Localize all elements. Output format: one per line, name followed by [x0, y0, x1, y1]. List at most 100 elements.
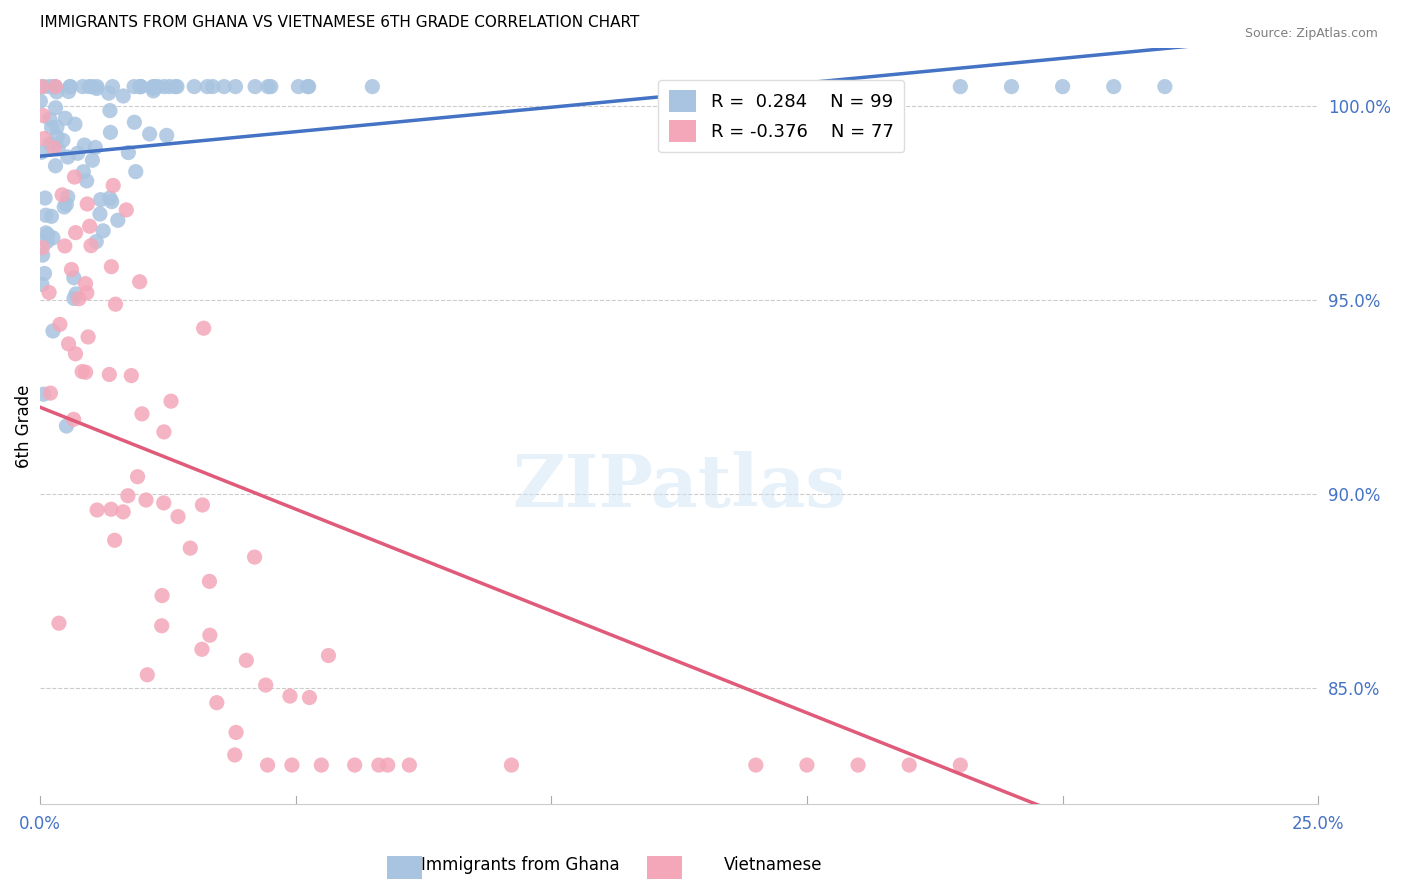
- Vietnamese: [745, 758, 768, 772]
- Vietnamese: [193, 321, 215, 335]
- Immigrants from Ghana: [1000, 79, 1022, 94]
- Vietnamese: [298, 690, 321, 705]
- Vietnamese: [44, 79, 66, 94]
- Immigrants from Ghana: [100, 125, 122, 139]
- Vietnamese: [76, 285, 98, 300]
- Vietnamese: [256, 758, 278, 772]
- Vietnamese: [501, 758, 523, 772]
- Text: IMMIGRANTS FROM GHANA VS VIETNAMESE 6TH GRADE CORRELATION CHART: IMMIGRANTS FROM GHANA VS VIETNAMESE 6TH …: [39, 15, 640, 30]
- Vietnamese: [112, 505, 135, 519]
- Immigrants from Ghana: [212, 79, 235, 94]
- Vietnamese: [79, 219, 101, 234]
- Vietnamese: [278, 689, 301, 703]
- Vietnamese: [179, 541, 201, 555]
- Vietnamese: [136, 667, 159, 681]
- Immigrants from Ghana: [142, 79, 165, 94]
- Immigrants from Ghana: [89, 207, 111, 221]
- Immigrants from Ghana: [361, 79, 384, 94]
- Vietnamese: [254, 678, 277, 692]
- Immigrants from Ghana: [66, 146, 89, 161]
- Immigrants from Ghana: [949, 79, 972, 94]
- Legend: R =  0.284    N = 99, R = -0.376    N = 77: R = 0.284 N = 99, R = -0.376 N = 77: [658, 79, 904, 153]
- Immigrants from Ghana: [195, 79, 218, 94]
- Vietnamese: [60, 262, 83, 277]
- Immigrants from Ghana: [59, 79, 82, 94]
- Immigrants from Ghana: [56, 150, 79, 164]
- Immigrants from Ghana: [59, 79, 82, 94]
- Immigrants from Ghana: [125, 164, 148, 178]
- Immigrants from Ghana: [31, 145, 53, 160]
- Vietnamese: [86, 503, 108, 517]
- Immigrants from Ghana: [201, 79, 224, 94]
- Vietnamese: [58, 337, 80, 351]
- Vietnamese: [311, 758, 333, 772]
- Vietnamese: [191, 498, 214, 512]
- Immigrants from Ghana: [143, 79, 166, 94]
- Immigrants from Ghana: [55, 419, 77, 434]
- Vietnamese: [75, 365, 97, 379]
- Immigrants from Ghana: [91, 224, 114, 238]
- Immigrants from Ghana: [146, 79, 169, 94]
- Immigrants from Ghana: [46, 142, 69, 156]
- Vietnamese: [120, 368, 142, 383]
- Vietnamese: [127, 469, 149, 483]
- Vietnamese: [117, 489, 139, 503]
- Vietnamese: [70, 365, 93, 379]
- Immigrants from Ghana: [101, 79, 124, 94]
- Vietnamese: [898, 758, 921, 772]
- Immigrants from Ghana: [65, 287, 87, 301]
- Immigrants from Ghana: [73, 138, 96, 153]
- Immigrants from Ghana: [86, 79, 108, 94]
- Immigrants from Ghana: [53, 112, 76, 126]
- Text: Source: ZipAtlas.com: Source: ZipAtlas.com: [1244, 27, 1378, 40]
- Immigrants from Ghana: [90, 193, 112, 207]
- Immigrants from Ghana: [58, 85, 80, 99]
- Text: 25.0%: 25.0%: [1292, 815, 1344, 833]
- Immigrants from Ghana: [63, 292, 86, 306]
- Immigrants from Ghana: [98, 103, 121, 118]
- Immigrants from Ghana: [31, 277, 53, 292]
- Immigrants from Ghana: [107, 213, 129, 227]
- Immigrants from Ghana: [39, 136, 62, 151]
- Vietnamese: [75, 277, 97, 291]
- Vietnamese: [42, 141, 65, 155]
- Vietnamese: [31, 241, 53, 255]
- Immigrants from Ghana: [98, 191, 121, 205]
- Vietnamese: [398, 758, 420, 772]
- Vietnamese: [167, 509, 190, 524]
- Vietnamese: [191, 642, 214, 657]
- Vietnamese: [318, 648, 340, 663]
- Vietnamese: [48, 616, 70, 631]
- Immigrants from Ghana: [45, 101, 67, 115]
- Vietnamese: [38, 285, 60, 300]
- Immigrants from Ghana: [112, 89, 135, 103]
- Immigrants from Ghana: [38, 79, 60, 94]
- Vietnamese: [949, 758, 972, 772]
- Immigrants from Ghana: [44, 79, 66, 94]
- Immigrants from Ghana: [35, 208, 58, 222]
- Immigrants from Ghana: [72, 165, 94, 179]
- Immigrants from Ghana: [45, 120, 67, 134]
- Immigrants from Ghana: [1052, 79, 1074, 94]
- Immigrants from Ghana: [77, 79, 100, 94]
- Vietnamese: [98, 368, 121, 382]
- Vietnamese: [131, 407, 153, 421]
- Immigrants from Ghana: [97, 86, 120, 100]
- Vietnamese: [153, 425, 176, 439]
- Vietnamese: [343, 758, 366, 772]
- Immigrants from Ghana: [100, 194, 122, 209]
- Vietnamese: [205, 696, 228, 710]
- Immigrants from Ghana: [76, 174, 98, 188]
- Immigrants from Ghana: [41, 210, 63, 224]
- Immigrants from Ghana: [287, 79, 309, 94]
- Immigrants from Ghana: [1154, 79, 1177, 94]
- Immigrants from Ghana: [257, 79, 280, 94]
- Vietnamese: [104, 533, 127, 548]
- Vietnamese: [76, 197, 98, 211]
- Immigrants from Ghana: [42, 324, 65, 338]
- Immigrants from Ghana: [45, 85, 67, 99]
- Immigrants from Ghana: [260, 79, 283, 94]
- Immigrants from Ghana: [46, 130, 69, 145]
- Immigrants from Ghana: [84, 235, 107, 249]
- Immigrants from Ghana: [159, 79, 181, 94]
